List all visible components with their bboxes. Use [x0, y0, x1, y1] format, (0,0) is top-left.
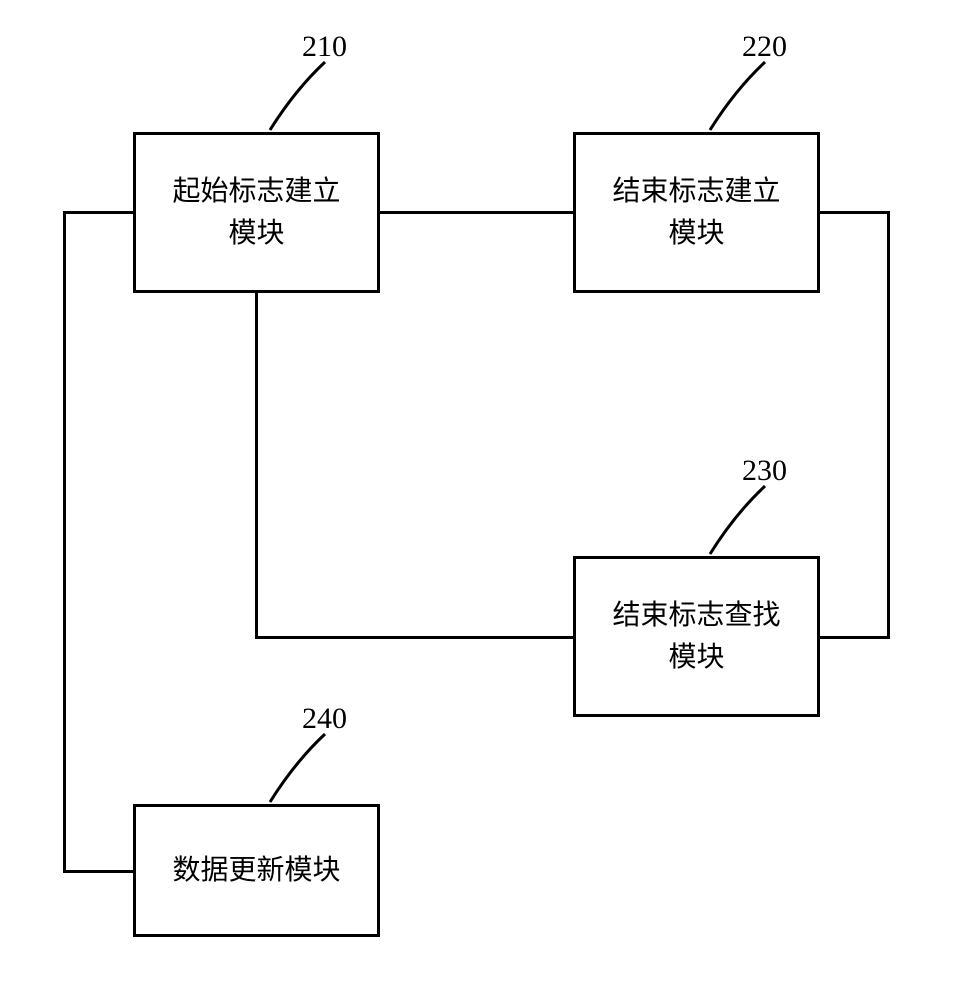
edge-210-240-top [63, 211, 133, 214]
edge-220-230-top [820, 211, 890, 214]
edge-210-230-horiz [255, 636, 573, 639]
edge-210-230-vert [255, 293, 258, 639]
lead-240 [0, 0, 953, 1000]
edge-210-220 [380, 211, 573, 214]
edge-210-240-vert [63, 211, 66, 873]
edge-220-230-vert [887, 211, 890, 639]
module-diagram: 起始标志建立 模块 210 结束标志建立 模块 220 结束标志查找 模块 23… [0, 0, 953, 1000]
edge-210-240-bot [63, 870, 133, 873]
edge-220-230-bot [820, 636, 890, 639]
